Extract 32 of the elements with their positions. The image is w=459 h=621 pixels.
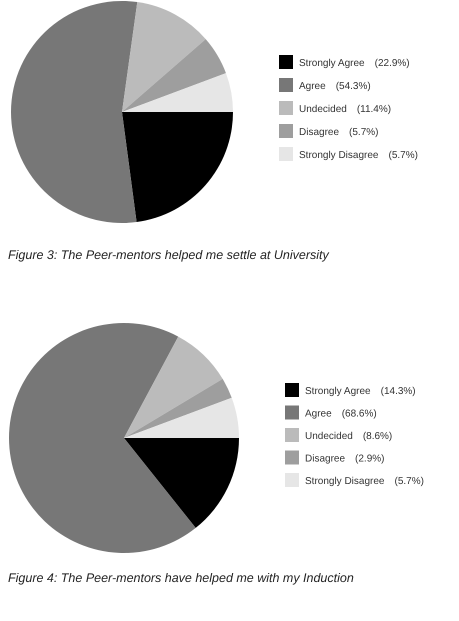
data-label: (11.4%) — [356, 104, 392, 115]
pie-slice — [122, 39, 226, 112]
legend-label: Disagree — [305, 454, 346, 464]
pie-slice — [124, 398, 239, 438]
pie-slice — [122, 2, 206, 112]
legend-label: Undecided — [299, 104, 347, 115]
pie-slice — [122, 73, 233, 112]
legend-label: Strongly Disagree — [299, 150, 378, 161]
data-label: (8.6%) — [362, 431, 392, 442]
pie-slice — [124, 438, 239, 528]
pie-slice — [124, 378, 232, 438]
text: Figure 4: The Peer-mentors have helped me with my Induction — [8, 571, 354, 585]
data-label: (54.3%) — [336, 81, 371, 92]
legend-label: Agree — [299, 81, 326, 92]
text: Figure 3: The Peer-mentors helped me settle at University — [8, 248, 330, 262]
legend-label: Agree — [305, 408, 332, 420]
data-label: (5.7%) — [349, 127, 378, 138]
pie-slice — [9, 323, 196, 553]
data-label: (22.9%) — [374, 58, 410, 69]
legend-label: Undecided — [305, 431, 353, 442]
legend-label: Strongly Disagree — [305, 476, 384, 487]
pie-slice — [124, 336, 223, 438]
data-label: (14.3%) — [380, 386, 416, 397]
data-label: (5.7%) — [394, 476, 424, 487]
data-label: (2.9%) — [355, 454, 384, 464]
legend-label: Strongly Agree — [299, 58, 365, 69]
pie-slice — [122, 112, 233, 222]
legend-label: Strongly Agree — [305, 386, 371, 397]
legend-label: Disagree — [299, 127, 340, 138]
pie-slice — [11, 1, 138, 223]
data-label: (68.6%) — [342, 408, 377, 420]
data-label: (5.7%) — [388, 150, 418, 161]
